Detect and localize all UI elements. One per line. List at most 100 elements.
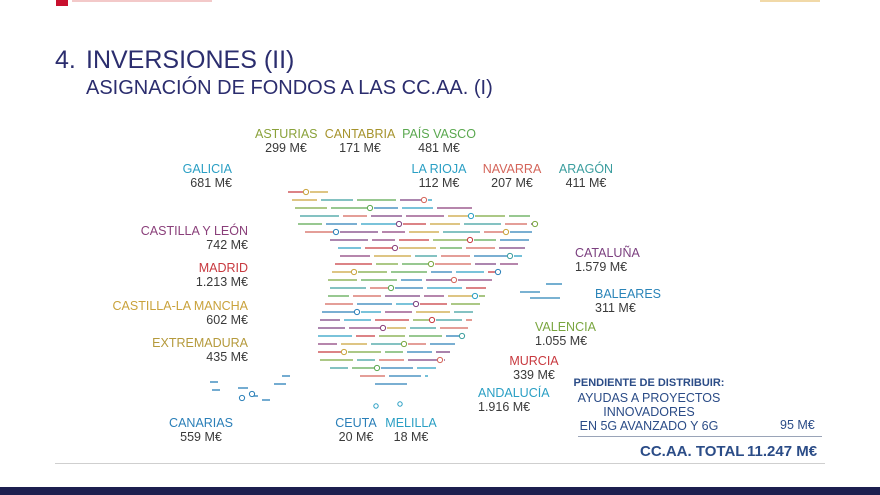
region-castilla-leon: CASTILLA Y LEÓN 742 M€ [120, 224, 248, 252]
region-value: 18 M€ [393, 430, 429, 444]
map-node [502, 228, 510, 236]
slide-subtitle: ASIGNACIÓN DE FONDOS A LAS CC.AA. (I) [86, 77, 493, 99]
map-node [420, 196, 428, 204]
map-node [332, 228, 340, 236]
top-right-mark [760, 0, 820, 2]
region-name: CASTILLA-LA MANCHA [112, 299, 248, 313]
region-melilla: MELILLA 18 M€ [382, 416, 440, 444]
region-value: 311 M€ [595, 301, 636, 315]
region-value: 481 M€ [418, 141, 460, 155]
map-node [466, 236, 474, 244]
region-aragon: ARAGÓN 411 M€ [556, 162, 616, 190]
map-node [350, 268, 358, 276]
region-castilla-la-mancha: CASTILLA-LA MANCHA 602 M€ [100, 299, 248, 327]
map-node [302, 188, 310, 196]
region-name: ARAGÓN [558, 162, 614, 176]
map-node [340, 348, 348, 356]
region-value: 1.579 M€ [575, 260, 628, 274]
map-node [373, 364, 381, 372]
region-asturias: ASTURIAS 299 M€ [255, 127, 318, 155]
region-value: 1.055 M€ [535, 334, 588, 348]
map-node [467, 212, 475, 220]
map-node [471, 292, 479, 300]
pending-line: AYUDAS A PROYECTOS [577, 391, 721, 405]
map-node [450, 276, 458, 284]
region-baleares: BALEARES 311 M€ [595, 287, 675, 315]
pending-value: 95 M€ [780, 418, 815, 432]
region-cataluna: CATALUÑA 1.579 M€ [575, 246, 665, 274]
region-name: CEUTA [335, 416, 377, 430]
region-name: GALICIA [182, 162, 232, 176]
footer-bar [0, 487, 880, 495]
region-name: NAVARRA [482, 162, 542, 176]
region-murcia: MURCIA 339 M€ [502, 354, 566, 382]
region-name: MURCIA [509, 354, 559, 368]
region-value: 435 M€ [206, 350, 248, 364]
region-extremadura: EXTREMADURA 435 M€ [140, 336, 248, 364]
map-node [436, 356, 444, 364]
region-andalucia: ANDALUCÍA 1.916 M€ [478, 386, 558, 414]
region-name: EXTREMADURA [152, 336, 248, 350]
footer-rule [55, 463, 825, 464]
region-ceuta: CEUTA 20 M€ [330, 416, 382, 444]
region-name: VALENCIA [535, 320, 596, 334]
slide-title: INVERSIONES (II) [86, 46, 295, 74]
region-madrid: MADRID 1.213 M€ [150, 261, 248, 289]
logo-line [72, 0, 212, 2]
map-node [412, 300, 420, 308]
pending-line: EN 5G AVANZADO Y 6G [579, 419, 719, 433]
region-valencia: VALENCIA 1.055 M€ [535, 320, 615, 348]
region-value: 171 M€ [339, 141, 381, 155]
map-node [353, 308, 361, 316]
region-name: LA RIOJA [411, 162, 467, 176]
map-node [427, 260, 435, 268]
region-value: 602 M€ [206, 313, 248, 327]
pending-block: PENDIENTE DE DISTRIBUIR: AYUDAS A PROYEC… [560, 376, 738, 433]
spain-dotted-map [210, 188, 562, 409]
region-value: 20 M€ [338, 430, 374, 444]
logo-mark [56, 0, 68, 6]
map-node [397, 401, 403, 407]
map-node [494, 268, 502, 276]
region-name: PAÍS VASCO [402, 127, 476, 141]
total-separator [578, 436, 822, 437]
total-value: 11.247 M€ [747, 443, 818, 460]
region-pais-vasco: PAÍS VASCO 481 M€ [402, 127, 476, 155]
map-node [391, 244, 399, 252]
map-node [387, 284, 395, 292]
region-la-rioja: LA RIOJA 112 M€ [408, 162, 470, 190]
region-value: 207 M€ [491, 176, 533, 190]
pending-line: INNOVADORES [603, 405, 695, 419]
region-cantabria: CANTABRIA 171 M€ [324, 127, 396, 155]
region-canarias: CANARIAS 559 M€ [166, 416, 236, 444]
map-node [400, 340, 408, 348]
map-node [458, 332, 466, 340]
region-value: 1.213 M€ [195, 275, 248, 289]
pending-title: PENDIENTE DE DISTRIBUIR: [573, 377, 725, 389]
map-node [379, 324, 387, 332]
region-name: CATALUÑA [575, 246, 640, 260]
region-name: MELILLA [385, 416, 437, 430]
region-value: 1.916 M€ [478, 400, 531, 414]
map-node [531, 220, 539, 228]
region-name: MADRID [198, 261, 248, 275]
region-value: 112 M€ [418, 176, 460, 190]
region-name: BALEARES [595, 287, 662, 301]
region-galicia: GALICIA 681 M€ [162, 162, 232, 190]
region-name: CANTABRIA [324, 127, 396, 141]
top-bar [0, 0, 880, 8]
region-name: CANARIAS [169, 416, 233, 430]
region-value: 339 M€ [513, 368, 555, 382]
map-node [506, 252, 514, 260]
region-name: ASTURIAS [255, 127, 318, 141]
region-value: 742 M€ [206, 238, 248, 252]
region-value: 559 M€ [180, 430, 222, 444]
region-name: ANDALUCÍA [478, 386, 550, 400]
map-node [248, 390, 256, 398]
slide-number: 4. [55, 46, 76, 74]
map-node [366, 204, 374, 212]
region-name: CASTILLA Y LEÓN [140, 224, 248, 238]
map-node [395, 220, 403, 228]
region-value: 681 M€ [190, 176, 232, 190]
map-node [373, 403, 379, 409]
